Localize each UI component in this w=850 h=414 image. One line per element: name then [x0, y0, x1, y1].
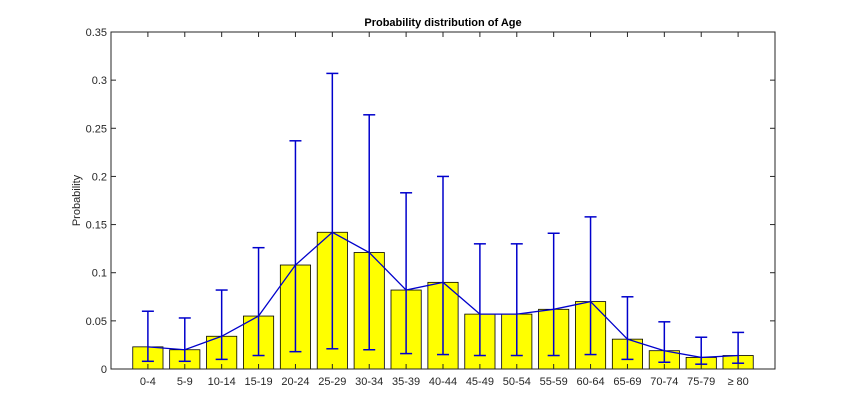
- x-tick-label: 70-74: [650, 376, 678, 388]
- x-tick-label: 75-79: [687, 376, 715, 388]
- x-tick-label: 30-34: [355, 376, 383, 388]
- x-tick-label: 65-69: [613, 376, 641, 388]
- x-tick-label: 45-49: [466, 376, 494, 388]
- x-tick-label: 60-64: [576, 376, 604, 388]
- error-bar: [363, 114, 376, 351]
- y-axis-label: Probability: [71, 174, 83, 226]
- error-bar: [658, 321, 671, 364]
- errorbars-layer: [141, 72, 745, 365]
- y-tick-label: 0.25: [86, 123, 107, 135]
- error-bar: [732, 331, 745, 364]
- x-tick-label: 10-14: [208, 376, 236, 388]
- error-bar: [547, 232, 560, 357]
- x-tick-label: 35-39: [392, 376, 420, 388]
- x-tick-label: 25-29: [318, 376, 346, 388]
- y-tick-label: 0.1: [92, 268, 107, 280]
- ticks-layer: 0 0.05 0.1 0.15 0.2 0.25 0.3 0.35 0-4 5-9 10-14 15-…: [86, 27, 775, 388]
- error-bar: [510, 243, 523, 357]
- x-tick-label: 0-4: [140, 376, 156, 388]
- y-tick-label: 0.3: [92, 75, 107, 87]
- error-bar: [252, 246, 265, 357]
- error-bar: [178, 317, 191, 363]
- y-tick-label: 0.05: [86, 316, 107, 328]
- error-bar: [473, 243, 486, 357]
- x-tick-label: 20-24: [281, 376, 309, 388]
- error-bar: [289, 140, 302, 353]
- x-tick-label: 15-19: [244, 376, 272, 388]
- error-bar: [437, 175, 449, 356]
- error-bar: [584, 216, 597, 356]
- error-bar: [621, 296, 634, 361]
- y-tick-label: 0.35: [86, 27, 107, 39]
- chart-title: Probability distribution of Age: [364, 17, 521, 29]
- error-bar: [400, 192, 413, 355]
- y-tick-label: 0.2: [92, 171, 107, 183]
- x-tick-label: 5-9: [177, 376, 193, 388]
- x-tick-label: ≥ 80: [727, 376, 748, 388]
- error-bar: [326, 72, 339, 350]
- x-tick-label: 40-44: [429, 376, 457, 388]
- y-tick-label: 0: [101, 364, 107, 376]
- error-bar: [141, 310, 154, 363]
- x-tick-label: 55-59: [540, 376, 568, 388]
- y-tick-label: 0.15: [86, 220, 107, 232]
- x-tick-label: 50-54: [503, 376, 531, 388]
- error-bar: [215, 289, 228, 361]
